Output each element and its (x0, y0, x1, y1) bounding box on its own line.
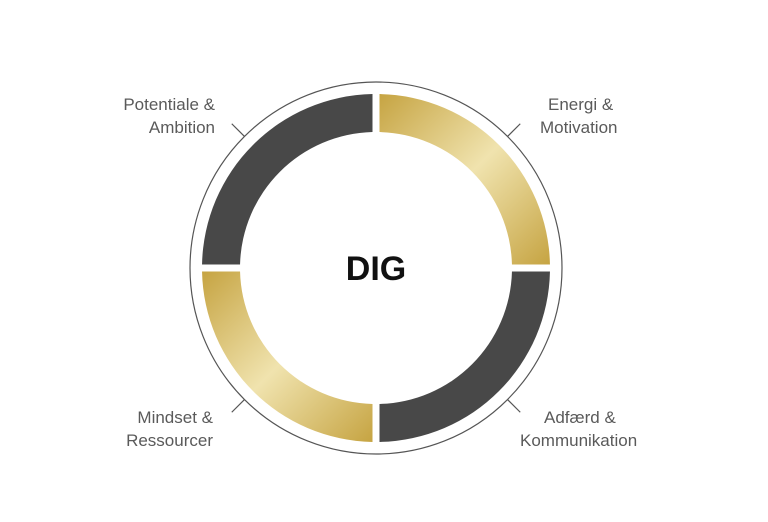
label-mindset-ressourcer: Mindset & Ressourcer (126, 406, 213, 452)
label-tick-3 (507, 399, 521, 413)
ring-segment-4 (202, 271, 373, 442)
label-tick-4 (231, 399, 245, 413)
label-line: Energi & (548, 95, 614, 114)
ring-segment-2 (379, 94, 550, 265)
label-line: Ressourcer (126, 431, 213, 450)
outer-ring-outline (189, 81, 563, 455)
ring-segment-3 (379, 271, 550, 442)
center-label: DIG (346, 250, 406, 288)
label-line: Mindset & (137, 408, 213, 427)
label-potentiale-ambition: Potentiale & Ambition (123, 93, 215, 139)
label-tick-1 (231, 123, 245, 137)
label-line: Motivation (540, 118, 618, 137)
ring-segment-1 (202, 94, 373, 265)
label-line: Ambition (148, 118, 215, 137)
label-tick-2 (507, 123, 521, 137)
label-line: Kommunikation (520, 431, 638, 450)
label-energi-motivation: Energi & Motivation (540, 93, 617, 139)
label-adfaerd-kommunikation: Adfærd & Kommunikation (520, 406, 637, 452)
label-line: Potentiale & (123, 95, 215, 114)
label-line: Adfærd & (544, 408, 616, 427)
